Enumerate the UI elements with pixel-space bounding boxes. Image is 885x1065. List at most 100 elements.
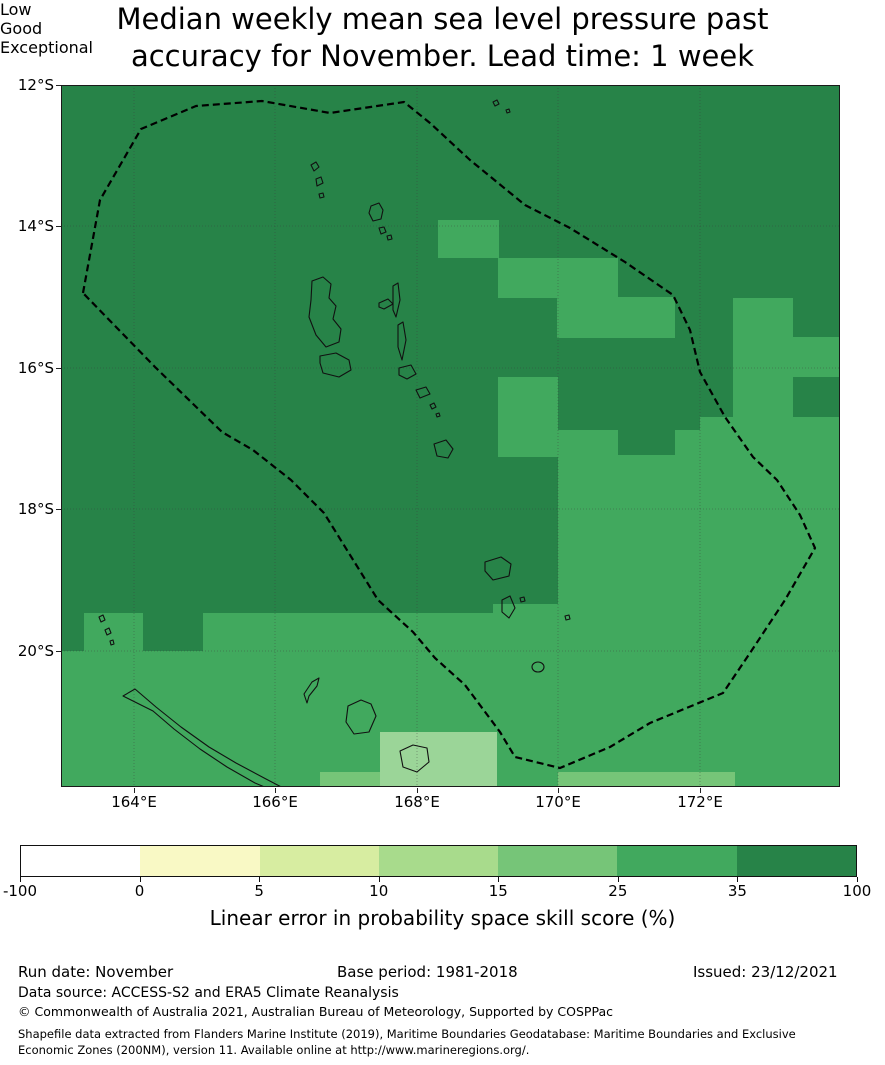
y-axis-tick-mark — [56, 368, 61, 369]
island-coastline-outline — [122, 688, 283, 787]
island-coastline-outline — [399, 744, 430, 773]
island-coastline-outline — [429, 402, 437, 410]
colorbar-tick-label: 5 — [254, 882, 264, 900]
footer-issued-date: Issued: 23/12/2021 — [693, 963, 838, 981]
colorbar-segment — [140, 846, 260, 876]
y-axis-tick-label: 12°S — [17, 76, 54, 94]
colorbar-tick-mark — [139, 877, 141, 882]
skill-score-patch — [498, 258, 558, 298]
footer-shapefile-attribution-line2: Economic Zones (200NM), version 11. Avai… — [18, 1043, 530, 1057]
colorbar-segment — [617, 846, 737, 876]
island-coastline-outline — [531, 661, 545, 673]
x-axis-tick-label: 166°E — [252, 793, 298, 811]
colorbar-caption: Linear error in probability space skill … — [209, 906, 676, 930]
footer-data-source: Data source: ACCESS-S2 and ERA5 Climate … — [18, 985, 399, 1001]
island-coastline-outline — [345, 699, 377, 735]
island-coastline-outline — [397, 321, 407, 361]
y-axis-tick-label: 18°S — [17, 500, 54, 518]
island-coastline-outline — [303, 677, 320, 704]
x-axis-tick-mark — [417, 788, 418, 793]
island-coastline-outline — [315, 176, 324, 187]
y-axis-tick-label: 14°S — [17, 217, 54, 235]
x-axis-tick-mark — [134, 788, 135, 793]
y-axis-tick-mark — [56, 509, 61, 510]
island-coastline-outline — [368, 202, 384, 222]
colorbar-segment — [498, 846, 618, 876]
chart-title: Median weekly mean sea level pressure pa… — [0, 1, 885, 75]
island-coastline-outline — [433, 439, 454, 459]
island-coastline-outline — [415, 386, 431, 399]
colorbar-tick-label: 15 — [488, 882, 508, 900]
island-coastline-outline — [392, 282, 401, 318]
island-coastline-outline — [386, 234, 393, 241]
skill-score-patch — [438, 220, 499, 258]
island-coastline-outline — [435, 412, 441, 418]
footer-shapefile-attribution-line1: Shapefile data extracted from Flanders M… — [18, 1027, 796, 1041]
x-axis-tick-label: 164°E — [111, 793, 157, 811]
chart-title-line1: Median weekly mean sea level pressure pa… — [116, 2, 769, 36]
x-axis-tick-mark — [700, 788, 701, 793]
x-axis-tick-label: 172°E — [677, 793, 723, 811]
island-coastline-outline — [319, 352, 352, 378]
colorbar-tick-mark — [20, 877, 21, 882]
skill-score-patch — [558, 772, 735, 787]
colorbar-quality-label: Low — [0, 0, 32, 19]
colorbar-tick-mark — [737, 877, 739, 882]
colorbar-segment — [21, 846, 141, 876]
skill-score-patch — [733, 298, 793, 417]
eez-boundary-dashed-line — [81, 99, 817, 770]
map-plot-area — [61, 85, 840, 787]
x-axis-tick-label: 170°E — [535, 793, 581, 811]
footer-base-period: Base period: 1981-2018 — [337, 963, 518, 981]
chart-title-line2: accuracy for November. Lead time: 1 week — [130, 39, 755, 73]
colorbar-segment — [378, 846, 499, 876]
colorbar-tick-label: -100 — [2, 882, 38, 900]
skill-score-patch — [380, 732, 497, 787]
skill-score-patch — [61, 651, 203, 787]
island-coastline-outline — [484, 556, 512, 581]
island-coastline-outline — [564, 614, 571, 621]
island-coastline-outline — [492, 99, 500, 107]
island-coastline-outline — [104, 627, 112, 636]
island-coastline-outline — [378, 226, 387, 235]
x-axis-tick-mark — [275, 788, 276, 793]
skill-score-patch — [793, 337, 840, 377]
colorbar-tick-label: 0 — [134, 882, 145, 900]
colorbar-quality-label: Good — [0, 19, 43, 38]
island-coastline-outline — [318, 192, 325, 199]
y-axis-tick-mark — [56, 85, 61, 86]
y-axis-tick-mark — [56, 651, 61, 652]
skill-score-patch — [618, 430, 675, 455]
footer-copyright: © Commonwealth of Australia 2021, Austra… — [18, 1004, 613, 1019]
island-coastline-outline — [398, 364, 417, 380]
skill-score-patch — [700, 417, 840, 787]
island-coastline-outline — [310, 161, 320, 172]
island-coastline-outline — [519, 596, 526, 603]
island-coastline-outline — [505, 108, 511, 114]
colorbar-tick-label: 10 — [369, 882, 389, 900]
y-axis-tick-label: 20°S — [17, 642, 54, 660]
colorbar-tick-mark — [378, 877, 380, 882]
colorbar-tick-mark — [498, 877, 500, 882]
island-coastline-outline — [501, 595, 516, 619]
y-axis-tick-mark — [56, 226, 61, 227]
skill-score-patch — [558, 430, 700, 787]
skill-score-patch — [320, 772, 380, 787]
colorbar-quality-labels: Low Good Exceptional — [0, 0, 885, 57]
island-coastline-outline — [109, 639, 115, 646]
colorbar-tick-mark — [259, 877, 261, 882]
footer-run-date: Run date: November — [18, 963, 174, 981]
island-coastline-outline — [98, 614, 106, 623]
colorbar — [20, 845, 857, 877]
colorbar-segment — [736, 846, 856, 876]
x-axis-tick-mark — [558, 788, 559, 793]
colorbar-tick-label: 35 — [727, 882, 747, 900]
skill-score-patch — [493, 604, 558, 787]
colorbar-tick-label: 25 — [608, 882, 628, 900]
colorbar-quality-label: Exceptional — [0, 38, 93, 57]
colorbar-tick-mark — [617, 877, 619, 882]
map-border — [61, 85, 840, 787]
skill-score-patch — [498, 377, 558, 457]
map-plot-svg — [61, 85, 840, 787]
